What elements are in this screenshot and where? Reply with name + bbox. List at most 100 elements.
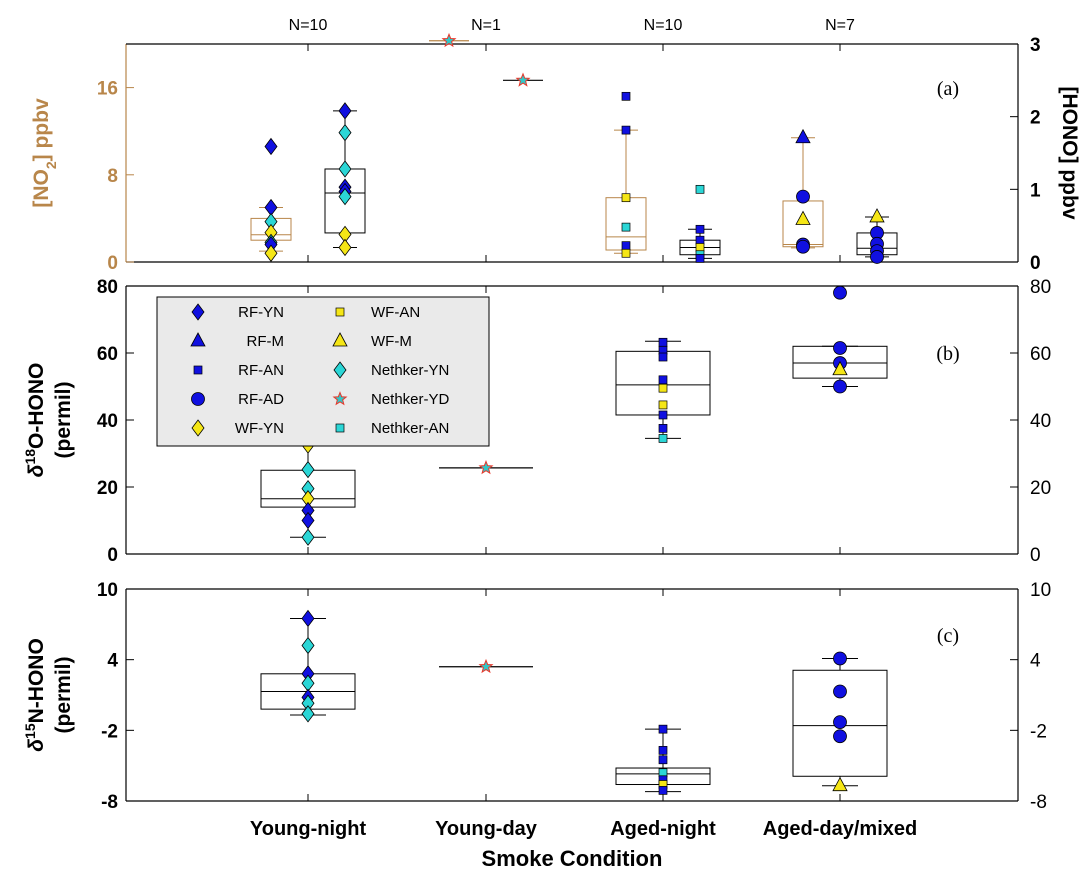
legend-label: RF-AD xyxy=(238,391,284,408)
data-point xyxy=(302,610,314,626)
right-tick-label: 10 xyxy=(1030,580,1051,601)
right-axis-label: [HONO] ppbv xyxy=(1058,87,1080,220)
data-point xyxy=(797,240,810,253)
data-point xyxy=(302,706,314,722)
legend-label: Nethker-YN xyxy=(371,362,449,379)
data-point xyxy=(339,239,351,255)
data-point xyxy=(659,353,667,361)
left-axis-label-line2: (permil) xyxy=(52,381,75,458)
data-point xyxy=(796,130,810,143)
legend-marker xyxy=(336,308,344,316)
data-point xyxy=(622,194,630,202)
right-tick-label: 0 xyxy=(1030,545,1041,566)
panel-a: 0 8 16 0 1 2 3 (a) [NO2] ppbv [HONO] ppbv xyxy=(30,34,1080,274)
data-point xyxy=(870,209,884,222)
panel-label: (a) xyxy=(937,78,959,100)
n-label: N=1 xyxy=(471,17,501,34)
data-point xyxy=(659,384,667,392)
data-point xyxy=(659,411,667,419)
data-point xyxy=(659,424,667,432)
data-point xyxy=(302,638,314,654)
data-point xyxy=(302,513,314,529)
data-point xyxy=(796,211,810,224)
panel-label: (b) xyxy=(936,343,959,365)
data-point xyxy=(834,341,847,354)
data-point xyxy=(302,529,314,545)
data-point xyxy=(659,746,667,754)
box-2-left xyxy=(606,130,646,253)
data-point xyxy=(696,185,704,193)
left-tick-label: 0 xyxy=(107,253,118,274)
n-label: N=10 xyxy=(289,17,328,34)
legend-label: RF-M xyxy=(247,333,285,350)
data-point xyxy=(480,461,492,473)
data-point xyxy=(659,756,667,764)
legend-marker xyxy=(194,366,202,374)
data-point xyxy=(480,660,492,672)
left-tick-label: 60 xyxy=(97,344,118,365)
data-point xyxy=(265,138,277,154)
data-point xyxy=(659,434,667,442)
legend: RF-YN WF-AN RF-M WF-M RF-AN Nethker-YN RF-AD Ne… xyxy=(157,297,489,446)
legend-label: Nethker-YD xyxy=(371,391,450,408)
left-tick-label: 0 xyxy=(107,545,118,566)
data-point xyxy=(339,161,351,177)
data-point xyxy=(302,462,314,478)
data-point xyxy=(834,380,847,393)
right-tick-label: 3 xyxy=(1030,35,1041,56)
data-point xyxy=(265,245,277,261)
data-point xyxy=(659,725,667,733)
right-tick-label: 2 xyxy=(1030,108,1041,129)
category-label: Young-day xyxy=(435,818,538,840)
right-tick-label: 20 xyxy=(1030,478,1051,499)
data-point xyxy=(622,223,630,231)
data-point xyxy=(696,254,704,262)
legend-label: WF-M xyxy=(371,333,412,350)
right-tick-label: 60 xyxy=(1030,344,1051,365)
left-tick-label: 40 xyxy=(97,411,118,432)
left-tick-label: 20 xyxy=(97,478,118,499)
data-point xyxy=(797,190,810,203)
left-tick-label: 16 xyxy=(97,79,118,100)
legend-label: RF-YN xyxy=(238,304,284,321)
right-tick-label: 40 xyxy=(1030,411,1051,432)
data-point xyxy=(833,778,847,791)
category-label: Aged-day/mixed xyxy=(763,818,917,840)
data-point xyxy=(659,401,667,409)
data-point xyxy=(834,652,847,665)
data-point xyxy=(659,338,667,346)
data-point xyxy=(871,250,884,263)
data-point xyxy=(834,685,847,698)
right-tick-label: 80 xyxy=(1030,277,1051,298)
x-axis-label: Smoke Condition xyxy=(482,846,663,871)
right-tick-label: 0 xyxy=(1030,253,1041,274)
data-point xyxy=(696,236,704,244)
left-tick-label: 4 xyxy=(107,651,118,672)
data-point xyxy=(339,125,351,141)
data-point xyxy=(834,286,847,299)
right-tick-label: -2 xyxy=(1030,721,1047,742)
legend-label: RF-AN xyxy=(238,362,284,379)
left-tick-label: 10 xyxy=(97,580,118,601)
data-point xyxy=(622,249,630,257)
data-point xyxy=(696,243,704,251)
right-tick-label: 1 xyxy=(1030,180,1041,201)
right-tick-label: -8 xyxy=(1030,792,1047,813)
data-point xyxy=(622,126,630,134)
left-tick-label: -2 xyxy=(101,721,118,742)
data-point xyxy=(517,74,529,86)
data-point xyxy=(339,103,351,119)
right-tick-label: 4 xyxy=(1030,651,1041,672)
data-point xyxy=(622,92,630,100)
left-tick-label: 80 xyxy=(97,277,118,298)
data-point xyxy=(659,376,667,384)
left-tick-label: 8 xyxy=(107,166,118,187)
data-point xyxy=(659,786,667,794)
data-point xyxy=(696,225,704,233)
category-label: Aged-night xyxy=(610,818,716,840)
data-point xyxy=(834,730,847,743)
n-label: N=10 xyxy=(644,17,683,34)
category-label: Young-night xyxy=(250,818,367,840)
legend-label: WF-AN xyxy=(371,304,420,321)
